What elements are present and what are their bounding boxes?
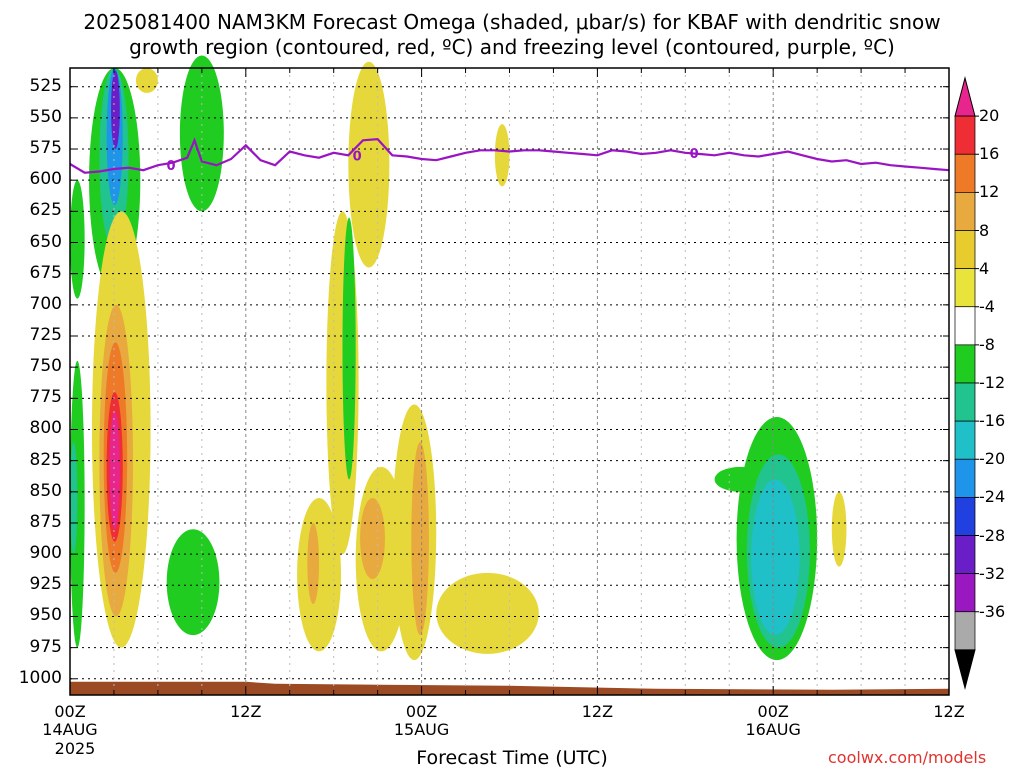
x-tick-label: 00Z [54,702,86,721]
colorbar-cap-bottom [954,649,976,690]
omega-region [411,441,429,636]
y-tick-label: 750 [29,356,62,377]
omega-region [70,360,85,648]
y-tick-label: 925 [29,574,62,595]
colorbar-swatch [954,497,976,536]
freezing-level-label: 0 [353,149,362,164]
omega-region [109,410,120,530]
y-tick-label: 675 [29,262,62,283]
freezing-level-label: 0 [167,159,176,174]
x-tick-label: 12Z [581,702,614,721]
y-tick-label: 850 [29,480,62,501]
credit-text: coolwx.com/models [828,748,987,767]
colorbar-swatch [954,192,976,231]
y-tick-label: 900 [29,543,62,564]
y-tick-label: 650 [29,231,62,252]
colorbar-label: 20 [979,106,1000,126]
colorbar-label: -4 [979,296,995,316]
colorbar-label: -12 [979,373,1006,392]
colorbar-label: -16 [979,411,1006,431]
y-tick-label: 1000 [18,667,62,688]
omega-region [751,479,800,636]
x-tick-date-label: 16AUG [745,720,801,739]
y-tick-label: 775 [29,387,62,408]
freezing-level-label: 0 [690,147,699,162]
colorbar-swatch [954,573,976,613]
y-tick-label: 825 [29,449,62,470]
colorbar-label: -8 [979,334,995,354]
colorbar-label: -36 [979,601,1006,621]
omega-region [436,572,539,654]
x-axis-title: Forecast Time (UTC) [416,747,608,769]
omega-region [307,522,320,605]
y-tick-label: 525 [29,75,62,96]
colorbar-swatch [954,382,976,422]
omega-region [342,217,356,480]
colorbar-swatch [954,115,976,155]
colorbar-cap-top [954,76,976,117]
y-tick-label: 725 [29,325,62,345]
y-tick-label: 975 [29,636,62,657]
colorbar-label: 12 [979,182,1000,202]
colorbar-swatch [954,230,976,269]
omega-region [70,441,78,555]
freezing-level-line [69,137,950,174]
year-label: 2025 [54,739,96,758]
colorbar-swatch [954,458,976,498]
colorbar-swatch [954,153,976,193]
x-tick-date-label: 14AUG [42,720,98,739]
omega-region [166,529,220,636]
y-tick-label: 575 [29,138,62,159]
y-tick-label: 550 [29,106,62,127]
colorbar-label: -28 [979,525,1006,545]
y-tick-label: 950 [29,605,62,626]
omega-region [111,70,120,150]
colorbar-label: 8 [979,220,990,240]
colorbar-swatch [954,268,976,308]
x-tick-label: 00Z [405,702,438,721]
omega-region [348,61,390,268]
x-tick-date-label: 15AUG [393,720,450,739]
colorbar-swatch [954,535,976,574]
omega-region [297,498,342,652]
omega-region [360,498,385,580]
y-tick-label: 700 [29,293,62,314]
chart-title-line-1: 2025081400 NAM3KM Forecast Omega (shaded… [83,10,941,34]
colorbar-swatch [954,344,976,384]
colorbar-label: -20 [979,449,1006,469]
omega-region [494,124,510,187]
omega-region [70,180,85,299]
y-tick-label: 875 [29,511,62,532]
x-tick-label: 12Z [933,702,965,721]
chart-title-line-2: growth region (contoured, red, ºC) and f… [129,35,895,59]
colorbar-label: 4 [979,258,990,278]
y-tick-label: 600 [29,169,62,190]
colorbar-label: -24 [979,487,1006,507]
omega-region [179,55,224,212]
x-tick-label: 00Z [757,702,789,721]
omega-region [135,68,158,93]
y-tick-label: 625 [29,200,62,221]
colorbar-swatch [954,306,976,346]
colorbar-swatch [954,611,976,651]
colorbar-label: 16 [979,144,1000,164]
x-tick-label: 12Z [230,702,262,721]
colorbar-label: -32 [979,563,1006,583]
y-tick-label: 800 [29,418,62,439]
colorbar-swatch [954,420,976,460]
omega-region [831,491,847,567]
